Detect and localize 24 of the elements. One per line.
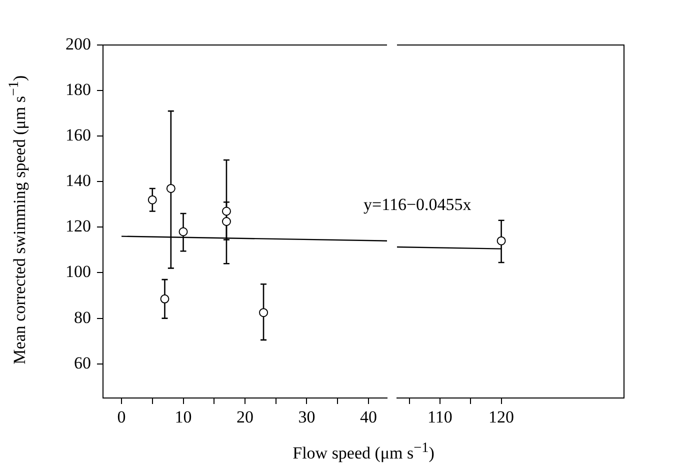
- annotation: y=116−0.0455x: [364, 195, 472, 215]
- y-tick-label: 60: [74, 353, 91, 372]
- x-tick-label: 40: [360, 408, 377, 427]
- x-tick-label: 120: [488, 408, 514, 427]
- point: [160, 294, 170, 304]
- y-tick-label: 140: [66, 171, 91, 190]
- y-tick-label: 80: [74, 308, 91, 327]
- y-tick-label: 120: [66, 216, 91, 236]
- point: [166, 184, 176, 193]
- x-tick-label: 20: [236, 408, 254, 427]
- point: [222, 217, 231, 226]
- y-tick-label: 200: [66, 34, 91, 54]
- x-tick-label: 10: [174, 408, 192, 427]
- y-tick-label: 100: [66, 262, 91, 282]
- x-tick-label: 0: [117, 408, 126, 427]
- x-axis-title: Flow speed (μm s$^{−1}$): [292, 440, 436, 464]
- point: [222, 206, 231, 216]
- point: [148, 195, 157, 204]
- point: [178, 227, 188, 236]
- x-tick-label: 30: [298, 408, 316, 427]
- y-tick-label: 180: [66, 80, 91, 100]
- y-tick-label: 160: [66, 126, 91, 145]
- point: [259, 308, 268, 318]
- x-tick-label: 110: [427, 408, 452, 427]
